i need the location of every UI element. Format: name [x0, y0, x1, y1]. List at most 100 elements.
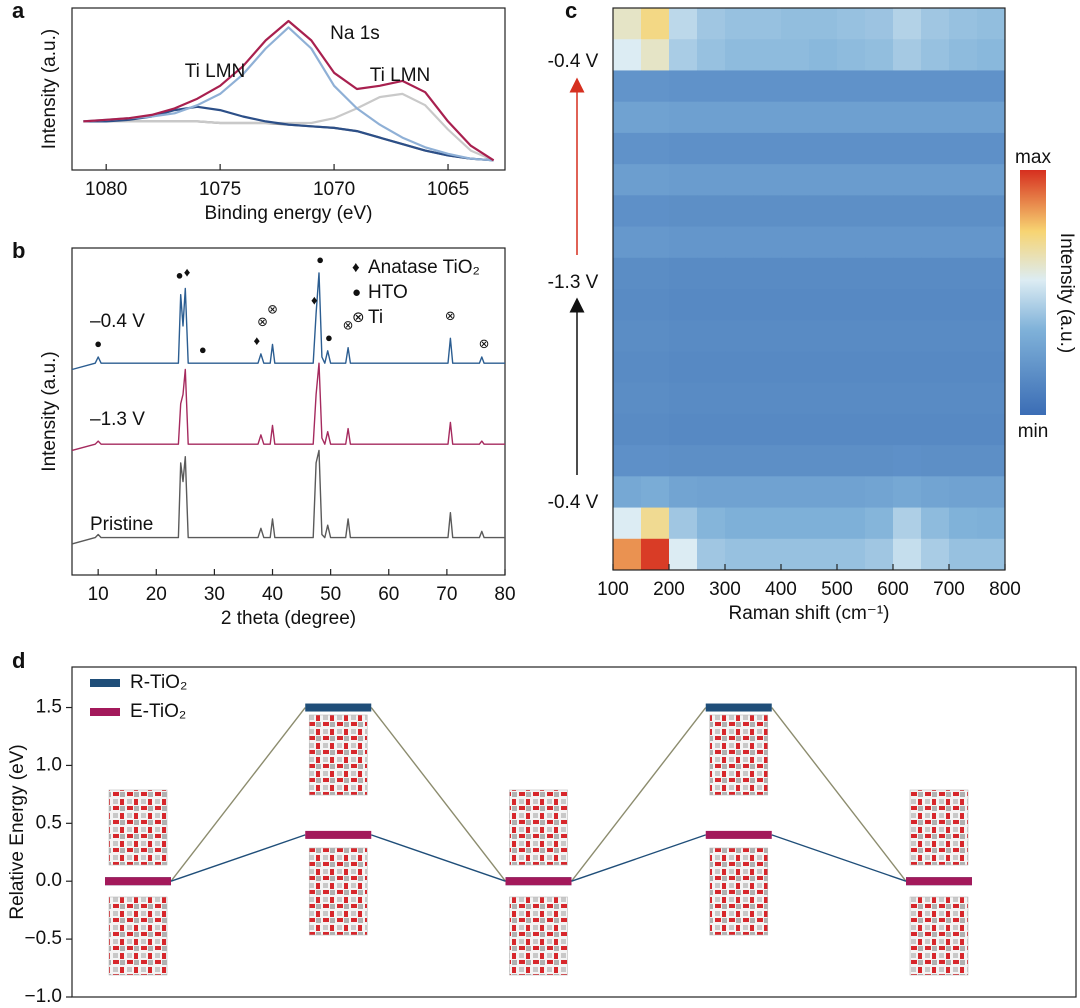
heatmap-cell [781, 476, 810, 509]
series-label: –1.3 V [90, 409, 145, 430]
peak-marker: ♦ [184, 264, 191, 279]
x-tick-label: 300 [709, 579, 741, 600]
row-label: -0.4 V [548, 492, 599, 513]
legend-label: Ti [368, 307, 383, 328]
heatmap-cell [753, 507, 782, 540]
heatmap-cell [837, 226, 866, 259]
heatmap-cell [921, 382, 950, 415]
heatmap-cell [613, 39, 642, 71]
x-tick-label: 100 [597, 579, 629, 600]
heatmap-cell [613, 226, 642, 259]
heatmap-cell [949, 70, 978, 103]
plot-frame [612, 7, 1006, 571]
heatmap-cell [949, 257, 978, 290]
structure-image [909, 896, 969, 976]
heatmap-cell [809, 70, 838, 103]
connector [771, 834, 907, 882]
series-line [71, 362, 505, 452]
heatmap-cell [837, 538, 866, 571]
y-axis-label: Intensity (a.u.) [39, 29, 60, 149]
heatmap-cell [697, 507, 726, 540]
heatmap-cell [641, 195, 670, 228]
heatmap-cell [697, 226, 726, 259]
heatmap-cell [641, 289, 670, 321]
heatmap-cell [725, 538, 754, 571]
heatmap-cell [921, 101, 950, 134]
heatmap-cell [669, 538, 698, 571]
peak-marker: ● [199, 342, 207, 357]
structure-image [509, 789, 568, 866]
heatmap-cell [641, 320, 670, 352]
heatmap-cell [893, 413, 922, 446]
heatmap-cell [641, 413, 670, 446]
heatmap-cell [893, 445, 922, 477]
heatmap-cell [865, 39, 894, 71]
heatmap-cell [641, 226, 670, 259]
heatmap-cell [753, 70, 782, 103]
heatmap-cell [669, 132, 698, 165]
heatmap-cell [669, 413, 698, 446]
series-line [83, 120, 494, 162]
y-tick-label: 0.5 [36, 812, 62, 833]
heatmap-cell [949, 320, 978, 352]
heatmap-cell [725, 257, 754, 290]
series-label: Pristine [90, 514, 153, 535]
colorbar-min: min [1018, 421, 1049, 442]
heatmap-cell [809, 8, 838, 40]
heatmap-cell [837, 320, 866, 352]
heatmap-cell [725, 195, 754, 228]
series-label: –0.4 V [90, 311, 145, 332]
heatmap-cell [669, 257, 698, 290]
x-tick-label: 60 [378, 584, 399, 605]
heatmap-cell [837, 382, 866, 415]
heatmap-cell [837, 413, 866, 446]
heatmap-cell [753, 351, 782, 384]
connector [370, 707, 507, 882]
heatmap-cell [893, 351, 922, 384]
heatmap-cell [865, 382, 894, 415]
heatmap-cell [613, 476, 642, 509]
colorbar-max: max [1015, 147, 1051, 168]
heatmap-cell [977, 70, 1006, 103]
heatmap-cell [809, 195, 838, 228]
structure-image [709, 847, 769, 936]
heatmap-cell [893, 39, 922, 71]
heatmap-cell [781, 226, 810, 259]
heatmap-cell [977, 538, 1006, 571]
x-tick-label: 80 [494, 584, 515, 605]
series-line [83, 26, 494, 162]
heatmap-cell [977, 320, 1006, 352]
legend-symbol: ♦ [352, 259, 360, 276]
heatmap-cell [921, 538, 950, 571]
annotation: Na 1s [330, 23, 380, 44]
heatmap-cell [613, 507, 642, 540]
heatmap-cell [697, 101, 726, 134]
x-axis-label: Raman shift (cm⁻¹) [729, 603, 890, 624]
heatmap-cell [781, 538, 810, 571]
peak-marker: ⊗ [257, 314, 268, 329]
structure-image [308, 714, 368, 796]
structure-image [709, 714, 769, 796]
heatmap-cell [613, 101, 642, 134]
heatmap-cell [669, 195, 698, 228]
heatmap-cell [809, 101, 838, 134]
energy-level [505, 877, 572, 886]
legend-label: R-TiO₂ [130, 672, 187, 693]
heatmap-cell [641, 445, 670, 477]
heatmap-cell [949, 382, 978, 415]
heatmap-cell [725, 476, 754, 509]
annotation: Ti LMN [185, 61, 246, 82]
heatmap-cell [949, 164, 978, 196]
heatmap-cell [613, 382, 642, 415]
heatmap-cell [837, 101, 866, 134]
heatmap-cell [977, 445, 1006, 477]
heatmap-cell [977, 226, 1006, 259]
heatmap-cell [781, 164, 810, 196]
heatmap-cell [809, 257, 838, 290]
heatmap-cell [781, 382, 810, 415]
connector [170, 834, 306, 882]
heatmap-cell [949, 8, 978, 40]
energy-level [305, 703, 372, 712]
legend-swatch [90, 679, 120, 687]
heatmap-cell [949, 445, 978, 477]
